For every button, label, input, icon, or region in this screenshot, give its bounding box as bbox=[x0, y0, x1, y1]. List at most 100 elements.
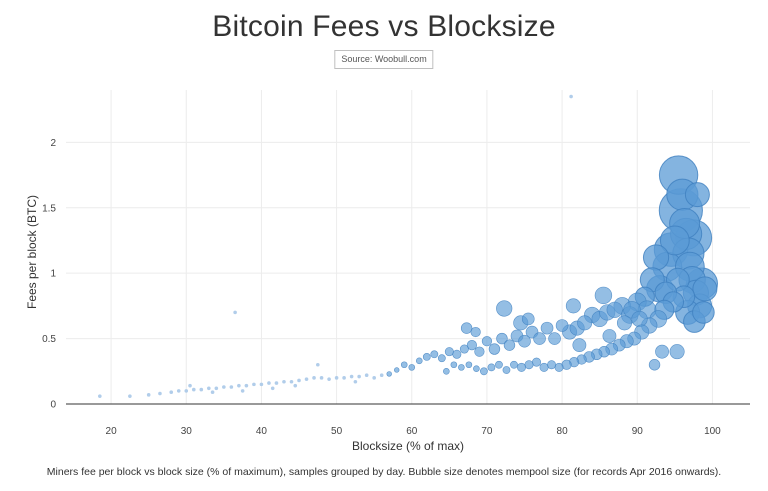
data-point[interactable] bbox=[222, 385, 226, 389]
data-point[interactable] bbox=[444, 347, 454, 357]
data-point[interactable] bbox=[430, 350, 439, 359]
data-point[interactable] bbox=[474, 346, 485, 357]
data-point[interactable] bbox=[569, 94, 573, 99]
data-point[interactable] bbox=[316, 362, 320, 367]
data-point[interactable] bbox=[631, 310, 648, 328]
data-point[interactable] bbox=[470, 326, 481, 338]
data-point[interactable] bbox=[274, 381, 279, 385]
data-point[interactable] bbox=[158, 391, 162, 396]
data-point[interactable] bbox=[169, 390, 174, 395]
data-point[interactable] bbox=[128, 394, 132, 398]
data-point[interactable] bbox=[547, 360, 557, 370]
data-point[interactable] bbox=[229, 385, 234, 389]
data-point[interactable] bbox=[554, 362, 564, 372]
data-point[interactable] bbox=[565, 298, 581, 314]
data-point[interactable] bbox=[606, 301, 623, 318]
data-point[interactable] bbox=[452, 349, 462, 359]
data-point[interactable] bbox=[642, 244, 670, 271]
data-point[interactable] bbox=[252, 382, 256, 387]
data-point[interactable] bbox=[259, 382, 264, 387]
data-point[interactable] bbox=[293, 383, 298, 388]
data-point[interactable] bbox=[400, 361, 408, 369]
data-point[interactable] bbox=[516, 362, 526, 372]
data-point[interactable] bbox=[577, 315, 593, 331]
data-point[interactable] bbox=[481, 336, 493, 347]
data-point[interactable] bbox=[327, 377, 331, 381]
data-point[interactable] bbox=[244, 383, 249, 388]
data-point[interactable] bbox=[669, 344, 685, 360]
data-point[interactable] bbox=[692, 301, 715, 324]
data-point[interactable] bbox=[616, 315, 632, 331]
data-point[interactable] bbox=[199, 387, 204, 392]
data-point[interactable] bbox=[450, 361, 458, 369]
data-point[interactable] bbox=[466, 340, 477, 351]
data-point[interactable] bbox=[98, 394, 102, 398]
data-point[interactable] bbox=[379, 373, 384, 378]
data-point[interactable] bbox=[648, 359, 661, 371]
data-point[interactable] bbox=[602, 329, 617, 343]
data-point[interactable] bbox=[518, 334, 531, 348]
data-point[interactable] bbox=[267, 381, 271, 385]
data-point[interactable] bbox=[473, 365, 480, 372]
data-point[interactable] bbox=[422, 352, 431, 361]
data-point[interactable] bbox=[532, 357, 542, 367]
data-point[interactable] bbox=[548, 332, 561, 345]
source-label[interactable]: Source: Woobull.com bbox=[334, 50, 434, 69]
data-point[interactable] bbox=[297, 378, 301, 383]
data-point[interactable] bbox=[304, 377, 309, 381]
data-point[interactable] bbox=[488, 343, 501, 355]
data-point[interactable] bbox=[496, 300, 513, 317]
data-point[interactable] bbox=[459, 344, 469, 354]
data-point[interactable] bbox=[188, 383, 192, 388]
data-point[interactable] bbox=[289, 379, 294, 384]
data-point[interactable] bbox=[502, 366, 511, 374]
data-point[interactable] bbox=[684, 182, 710, 208]
data-point[interactable] bbox=[460, 322, 473, 334]
data-point[interactable] bbox=[319, 376, 324, 380]
data-point[interactable] bbox=[540, 321, 554, 335]
data-point[interactable] bbox=[465, 361, 473, 369]
data-point[interactable] bbox=[334, 376, 339, 380]
data-point[interactable] bbox=[496, 332, 508, 345]
data-point[interactable] bbox=[191, 387, 196, 392]
data-point[interactable] bbox=[524, 360, 534, 370]
data-point[interactable] bbox=[210, 390, 215, 395]
data-point[interactable] bbox=[394, 367, 400, 373]
data-point[interactable] bbox=[503, 339, 516, 351]
data-point[interactable] bbox=[312, 376, 316, 380]
data-point[interactable] bbox=[386, 371, 392, 377]
data-point[interactable] bbox=[487, 363, 496, 372]
data-point[interactable] bbox=[533, 332, 546, 345]
data-point[interactable] bbox=[555, 319, 569, 332]
data-point[interactable] bbox=[572, 338, 587, 353]
data-point[interactable] bbox=[539, 362, 549, 372]
data-point[interactable] bbox=[353, 379, 358, 384]
data-point[interactable] bbox=[342, 376, 346, 380]
data-point[interactable] bbox=[521, 312, 535, 326]
data-point[interactable] bbox=[357, 374, 361, 379]
data-point[interactable] bbox=[655, 344, 669, 359]
data-point[interactable] bbox=[364, 373, 369, 378]
data-point[interactable] bbox=[659, 225, 690, 256]
data-point[interactable] bbox=[594, 286, 613, 305]
data-point[interactable] bbox=[349, 374, 354, 379]
data-point[interactable] bbox=[240, 389, 245, 393]
data-point[interactable] bbox=[282, 379, 286, 384]
data-point[interactable] bbox=[176, 389, 181, 393]
data-point[interactable] bbox=[415, 357, 423, 365]
data-point[interactable] bbox=[214, 386, 219, 391]
data-point[interactable] bbox=[495, 360, 503, 369]
data-point[interactable] bbox=[510, 360, 518, 369]
data-point[interactable] bbox=[437, 354, 446, 363]
data-point[interactable] bbox=[692, 276, 718, 302]
data-point[interactable] bbox=[372, 376, 376, 380]
data-point[interactable] bbox=[270, 386, 275, 391]
data-point[interactable] bbox=[207, 386, 211, 391]
data-point[interactable] bbox=[237, 383, 241, 388]
data-point[interactable] bbox=[480, 367, 488, 376]
data-point[interactable] bbox=[233, 310, 237, 315]
data-point[interactable] bbox=[146, 393, 151, 397]
data-point[interactable] bbox=[408, 364, 416, 371]
data-point[interactable] bbox=[458, 364, 465, 371]
data-point[interactable] bbox=[443, 367, 450, 375]
